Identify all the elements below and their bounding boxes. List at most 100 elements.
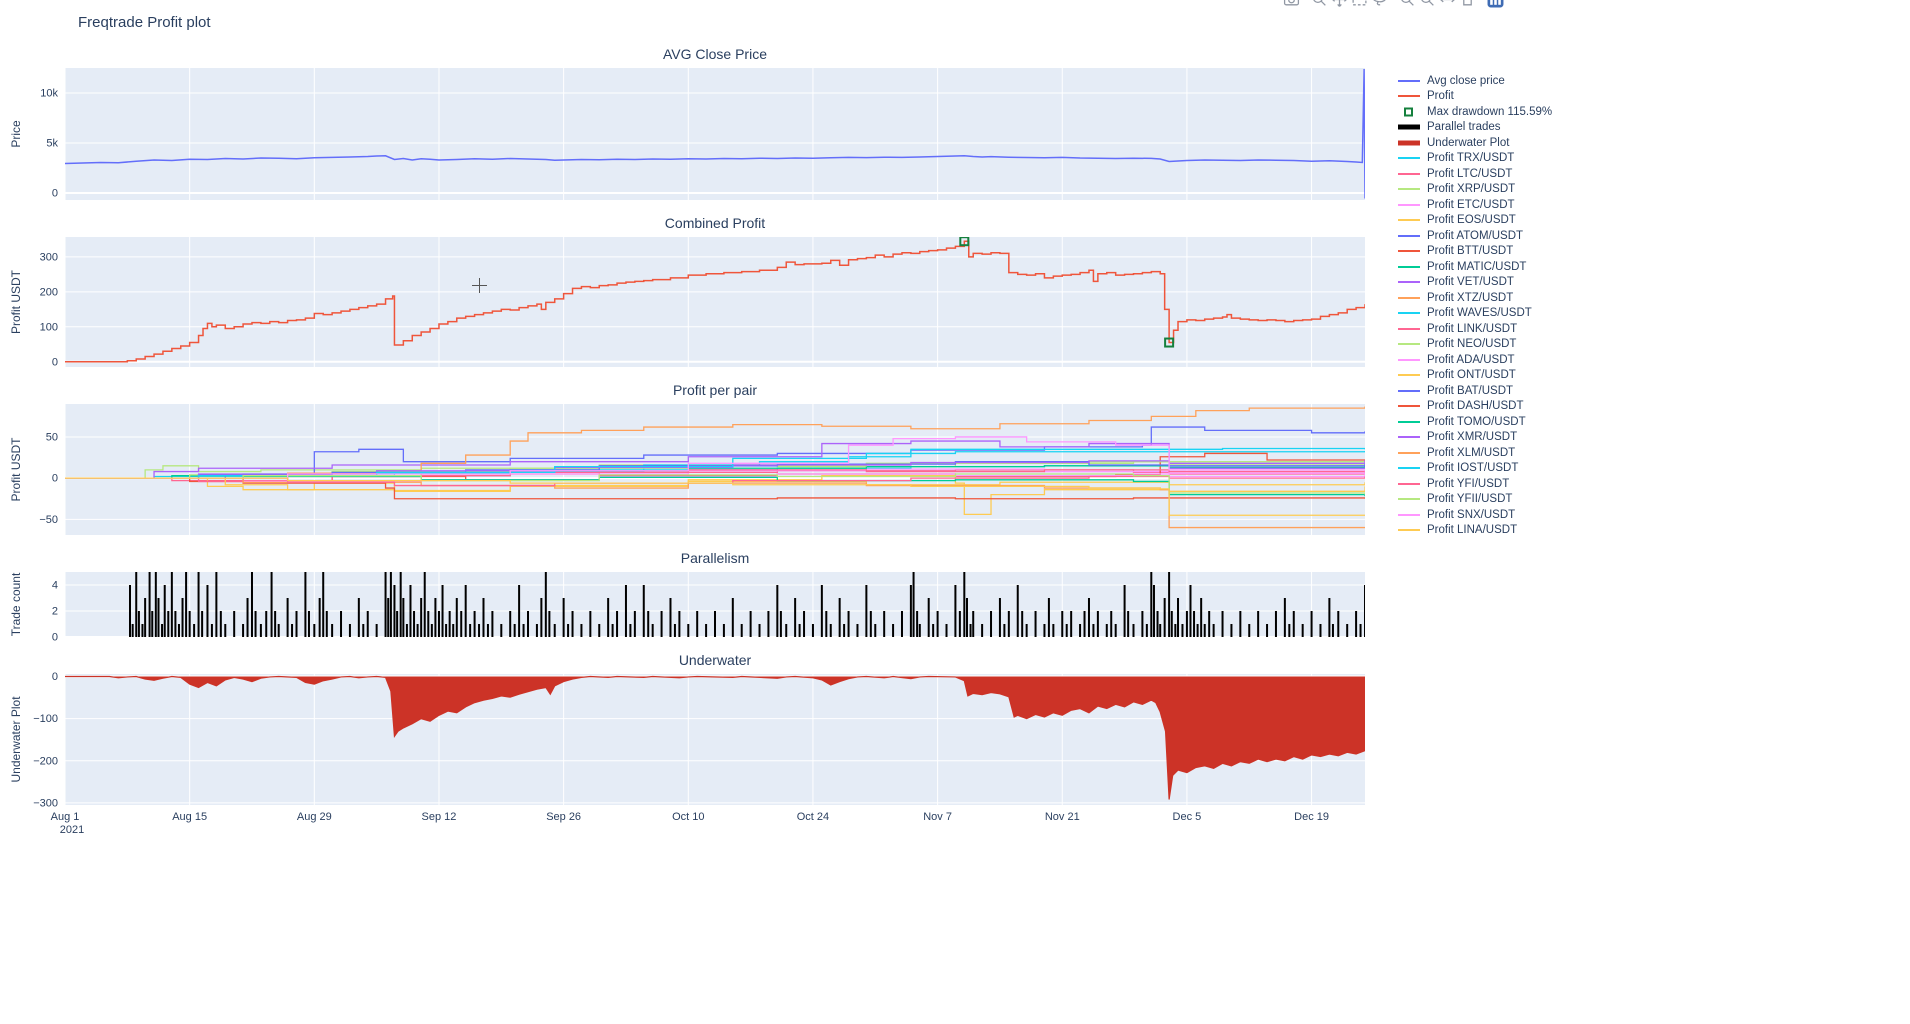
zoom-in-icon[interactable] (1399, 0, 1416, 8)
trade-count-bar (838, 598, 841, 637)
x-tick-label: Dec 19 (1294, 811, 1329, 823)
legend-item[interactable]: Profit XMR/USDT (1396, 430, 1552, 446)
trade-count-bar (856, 624, 859, 637)
legend-item[interactable]: Profit XTZ/USDT (1396, 290, 1552, 306)
legend-line-swatch-icon (1398, 95, 1420, 98)
trade-count-bar (598, 624, 601, 637)
legend-item[interactable]: Parallel trades (1396, 120, 1552, 136)
legend-line-swatch-icon (1398, 482, 1420, 485)
legend-line-swatch-icon (1398, 188, 1420, 191)
page-title: Freqtrade Profit plot (78, 14, 211, 31)
trade-count-bar (331, 624, 334, 637)
legend-item[interactable]: Profit SNX/USDT (1396, 507, 1552, 523)
y-tick-label: 0 (52, 473, 58, 485)
trade-count-bar (384, 572, 387, 637)
zoom-out-icon[interactable] (1419, 0, 1436, 8)
trade-count-bar (998, 598, 1001, 637)
legend-item[interactable]: Profit LINA/USDT (1396, 523, 1552, 539)
legend-label: Profit SNX/USDT (1427, 508, 1516, 521)
trade-count-bar (348, 624, 351, 637)
legend-item[interactable]: Avg close price (1396, 73, 1552, 89)
trade-count-bar (865, 585, 868, 637)
trade-count-bar (1092, 624, 1095, 637)
trade-count-bar (965, 598, 968, 637)
legend-item[interactable]: Underwater Plot (1396, 135, 1552, 151)
legend-item[interactable]: Profit LTC/USDT (1396, 166, 1552, 182)
legend-item[interactable]: Profit IOST/USDT (1396, 461, 1552, 477)
camera-icon[interactable] (1283, 0, 1300, 8)
legend-item[interactable]: Profit TOMO/USDT (1396, 414, 1552, 430)
legend-item[interactable]: Profit BAT/USDT (1396, 383, 1552, 399)
trade-count-bar (1123, 585, 1126, 637)
subplot-profit[interactable]: 0 100 200 300 Combined Profit Profit USDT (9, 215, 1365, 368)
legend-item[interactable]: Profit ETC/USDT (1396, 197, 1552, 213)
legend-item[interactable]: Profit ATOM/USDT (1396, 228, 1552, 244)
trade-count-bar (154, 572, 157, 637)
plotly-logo-icon[interactable] (1487, 0, 1504, 8)
reset-axes-icon[interactable] (1459, 0, 1476, 8)
trade-count-bar (927, 598, 930, 637)
legend-item[interactable]: Profit WAVES/USDT (1396, 306, 1552, 322)
x-tick-label: Oct 10 (672, 811, 704, 823)
trade-count-bar (811, 624, 814, 637)
trade-count-bar (1083, 611, 1086, 637)
legend-label: Profit LTC/USDT (1427, 167, 1513, 180)
autoscale-icon[interactable] (1439, 0, 1456, 8)
legend-item[interactable]: Profit ADA/USDT (1396, 352, 1552, 368)
subplot-title: AVG Close Price (663, 46, 767, 62)
trade-count-bar (1105, 624, 1108, 637)
legend-label: Avg close price (1427, 74, 1505, 87)
legend-item[interactable]: Profit (1396, 89, 1552, 105)
legend-item[interactable]: Profit YFI/USDT (1396, 476, 1552, 492)
trade-count-bar (188, 611, 191, 637)
trade-count-bar (651, 624, 654, 637)
trade-count-bar (892, 624, 895, 637)
series-line (65, 477, 1365, 500)
y-axis-title: Profit USDT (9, 269, 23, 334)
subplot-price[interactable]: 0 5k 10k AVG Close Price Price (9, 46, 1365, 200)
trade-count-bar (633, 611, 636, 637)
subplot-pairs[interactable]: −50 0 50 Profit per pair Profit USDT (9, 382, 1365, 535)
trade-count-bar (420, 598, 423, 637)
trade-count-bar (1283, 598, 1286, 637)
legend-item[interactable]: Profit DASH/USDT (1396, 399, 1552, 415)
legend-item[interactable]: Profit VET/USDT (1396, 275, 1552, 291)
legend-item[interactable]: Max drawdown 115.59% (1396, 104, 1552, 120)
y-tick-label: −300 (33, 797, 58, 809)
legend-item[interactable]: Profit BTT/USDT (1396, 244, 1552, 260)
lasso-icon[interactable] (1371, 0, 1388, 8)
y-tick-label: 0 (52, 671, 58, 683)
series-line (65, 477, 1365, 516)
trade-count-bar (274, 611, 277, 637)
legend-item[interactable]: Profit MATIC/USDT (1396, 259, 1552, 275)
legend-item[interactable]: Profit NEO/USDT (1396, 337, 1552, 353)
legend-label: Profit ONT/USDT (1427, 369, 1516, 382)
trade-count-bar (215, 572, 218, 637)
x-tick-label: Sep 12 (422, 811, 457, 823)
legend-item[interactable]: Profit TRX/USDT (1396, 151, 1552, 167)
trade-count-bar (847, 611, 850, 637)
legend-item[interactable]: Profit EOS/USDT (1396, 213, 1552, 229)
trade-count-bar (963, 572, 966, 637)
legend-item[interactable]: Profit XRP/USDT (1396, 182, 1552, 198)
legend-item[interactable]: Profit YFII/USDT (1396, 492, 1552, 508)
pan-icon[interactable] (1331, 0, 1348, 8)
legend-item[interactable]: Profit ONT/USDT (1396, 368, 1552, 384)
trade-count-bar (1174, 624, 1177, 637)
y-tick-label: 50 (46, 431, 58, 443)
box-select-icon[interactable] (1351, 0, 1368, 8)
legend-item[interactable]: Profit XLM/USDT (1396, 445, 1552, 461)
trade-count-bar (265, 611, 268, 637)
subplot-underwater[interactable]: 0 −100 −200 −300 Underwater Underwater Plot (9, 652, 1365, 809)
trade-count-bar (1034, 611, 1037, 637)
trade-count-bar (1159, 624, 1162, 637)
subplot-parallel[interactable]: 0 2 4 Parallelism Trade count (9, 550, 1366, 644)
trade-count-bar (509, 611, 512, 637)
zoom-icon[interactable] (1311, 0, 1328, 8)
y-tick-label: 200 (40, 286, 58, 298)
legend-item[interactable]: Profit LINK/USDT (1396, 321, 1552, 337)
legend-line-swatch-icon (1398, 451, 1420, 454)
legend-line-swatch-icon (1398, 234, 1420, 237)
legend-line-swatch-icon (1398, 513, 1420, 516)
